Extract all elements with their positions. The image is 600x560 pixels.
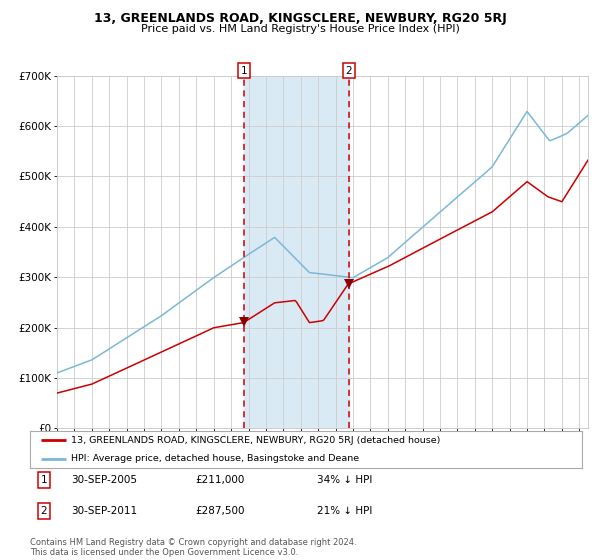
Text: Price paid vs. HM Land Registry's House Price Index (HPI): Price paid vs. HM Land Registry's House …: [140, 24, 460, 34]
Text: 1: 1: [40, 475, 47, 485]
Text: 2: 2: [346, 66, 352, 76]
Text: £287,500: £287,500: [196, 506, 245, 516]
Text: 30-SEP-2005: 30-SEP-2005: [71, 475, 137, 485]
Text: 2: 2: [40, 506, 47, 516]
Text: Contains HM Land Registry data © Crown copyright and database right 2024.
This d: Contains HM Land Registry data © Crown c…: [30, 538, 356, 557]
Text: £211,000: £211,000: [196, 475, 245, 485]
Text: 21% ↓ HPI: 21% ↓ HPI: [317, 506, 373, 516]
Text: 1: 1: [241, 66, 247, 76]
Text: HPI: Average price, detached house, Basingstoke and Deane: HPI: Average price, detached house, Basi…: [71, 454, 359, 463]
Text: 30-SEP-2011: 30-SEP-2011: [71, 506, 137, 516]
Bar: [244, 76, 349, 428]
Text: 13, GREENLANDS ROAD, KINGSCLERE, NEWBURY, RG20 5RJ (detached house): 13, GREENLANDS ROAD, KINGSCLERE, NEWBURY…: [71, 436, 441, 445]
Text: 34% ↓ HPI: 34% ↓ HPI: [317, 475, 373, 485]
Text: 13, GREENLANDS ROAD, KINGSCLERE, NEWBURY, RG20 5RJ: 13, GREENLANDS ROAD, KINGSCLERE, NEWBURY…: [94, 12, 506, 25]
